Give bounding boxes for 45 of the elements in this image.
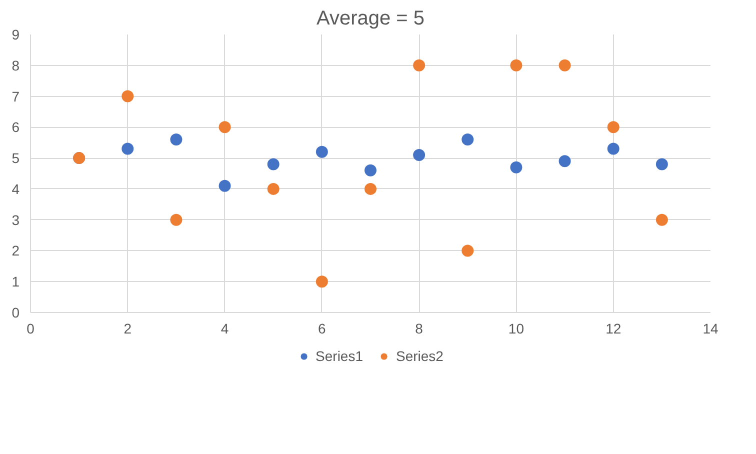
x-tick-label: 14 [702,320,718,336]
point [364,182,376,195]
x-tick-label: 6 [318,320,326,336]
point [413,148,426,161]
point [558,155,571,168]
point [316,276,328,288]
point [364,164,376,176]
x-tick-label: 4 [220,320,229,336]
point [462,244,474,257]
point [218,180,231,192]
y-tick-label: 6 [12,119,20,136]
y-tick-label: 2 [12,242,20,259]
y-tick-label: 4 [12,180,20,197]
point [558,59,571,72]
legend-label: Series1 [316,348,363,364]
point [170,134,182,146]
point [510,161,522,174]
point [462,134,474,146]
y-tick-label: 7 [12,88,20,104]
x-tick-label: 10 [508,320,524,336]
point [218,121,231,134]
x-tick-label: 8 [415,320,424,336]
x-tick-label: 0 [26,320,35,336]
x-tick-label: 12 [606,320,622,336]
x-tick-label: 2 [124,320,132,336]
point [607,121,620,134]
y-tick-label: 0 [12,304,20,320]
point [413,59,426,72]
point [267,182,280,195]
y-tick-label: 3 [12,212,20,228]
point [267,158,280,170]
point [656,214,668,226]
y-tick-label: 5 [12,150,20,166]
y-tick-label: 1 [12,274,20,290]
point [656,158,668,170]
chart-title: Average = 5 [316,8,425,30]
point [316,146,328,158]
y-tick-label: 8 [12,57,20,74]
point [122,90,134,102]
point [510,59,522,72]
legend-label: Series2 [396,348,444,364]
point [170,214,182,226]
point [607,142,620,155]
point [122,142,134,155]
y-tick-label: 9 [12,26,20,42]
